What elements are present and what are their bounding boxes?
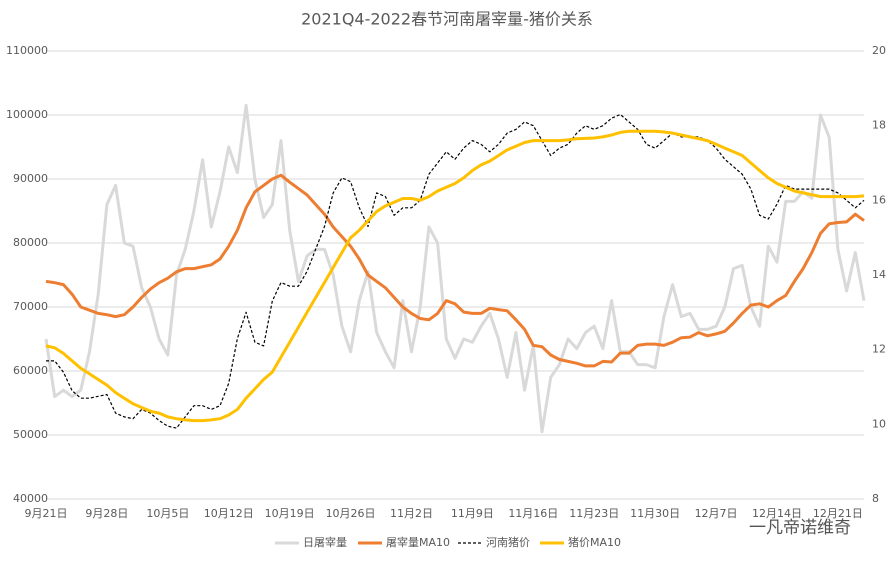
y-tick-label: 50000 (13, 428, 48, 441)
y2-tick-label: 16 (872, 193, 886, 206)
x-tick-label: 9月28日 (85, 507, 128, 520)
x-tick-label: 12月21日 (813, 507, 863, 520)
y2-tick-label: 12 (872, 343, 886, 356)
x-tick-label: 11月16日 (508, 507, 558, 520)
x-tick-label: 10月12日 (204, 507, 254, 520)
x-tick-label: 11月2日 (390, 507, 433, 520)
chart-title: 2021Q4-2022春节河南屠宰量-猪价关系 (301, 10, 593, 29)
y-tick-label: 60000 (13, 364, 48, 377)
y2-tick-label: 10 (872, 417, 886, 430)
y2-tick-label: 18 (872, 119, 886, 132)
x-tick-label: 12月7日 (695, 507, 738, 520)
y-tick-label: 90000 (13, 172, 48, 185)
y2-tick-label: 14 (872, 268, 886, 281)
y-tick-label: 100000 (6, 108, 48, 121)
x-tick-label: 10月19日 (265, 507, 315, 520)
y2-tick-label: 20 (872, 44, 886, 57)
legend-label: 日屠宰量 (303, 535, 347, 549)
y2-tick-label: 8 (872, 492, 879, 505)
legend-label: 屠宰量MA10 (386, 535, 450, 549)
y-tick-label: 70000 (13, 300, 48, 313)
y-tick-label: 40000 (13, 492, 48, 505)
series-line (45, 173, 865, 368)
series-line (45, 129, 865, 423)
series-line (44, 103, 866, 434)
y-tick-label: 110000 (6, 44, 48, 57)
legend-label: 河南猪价 (486, 536, 530, 549)
watermark: 一凡帝诺维奇 (749, 518, 851, 538)
x-tick-label: 10月26日 (326, 507, 376, 520)
x-tick-label: 11月30日 (630, 507, 680, 520)
x-tick-label: 9月21日 (25, 507, 68, 520)
x-tick-label: 11月9日 (451, 507, 494, 520)
y-tick-label: 80000 (13, 236, 48, 249)
x-tick-label: 10月5日 (146, 507, 189, 520)
x-tick-label: 12月14日 (752, 507, 802, 520)
x-tick-label: 11月23日 (569, 507, 619, 520)
legend-label: 猪价MA10 (568, 536, 621, 549)
